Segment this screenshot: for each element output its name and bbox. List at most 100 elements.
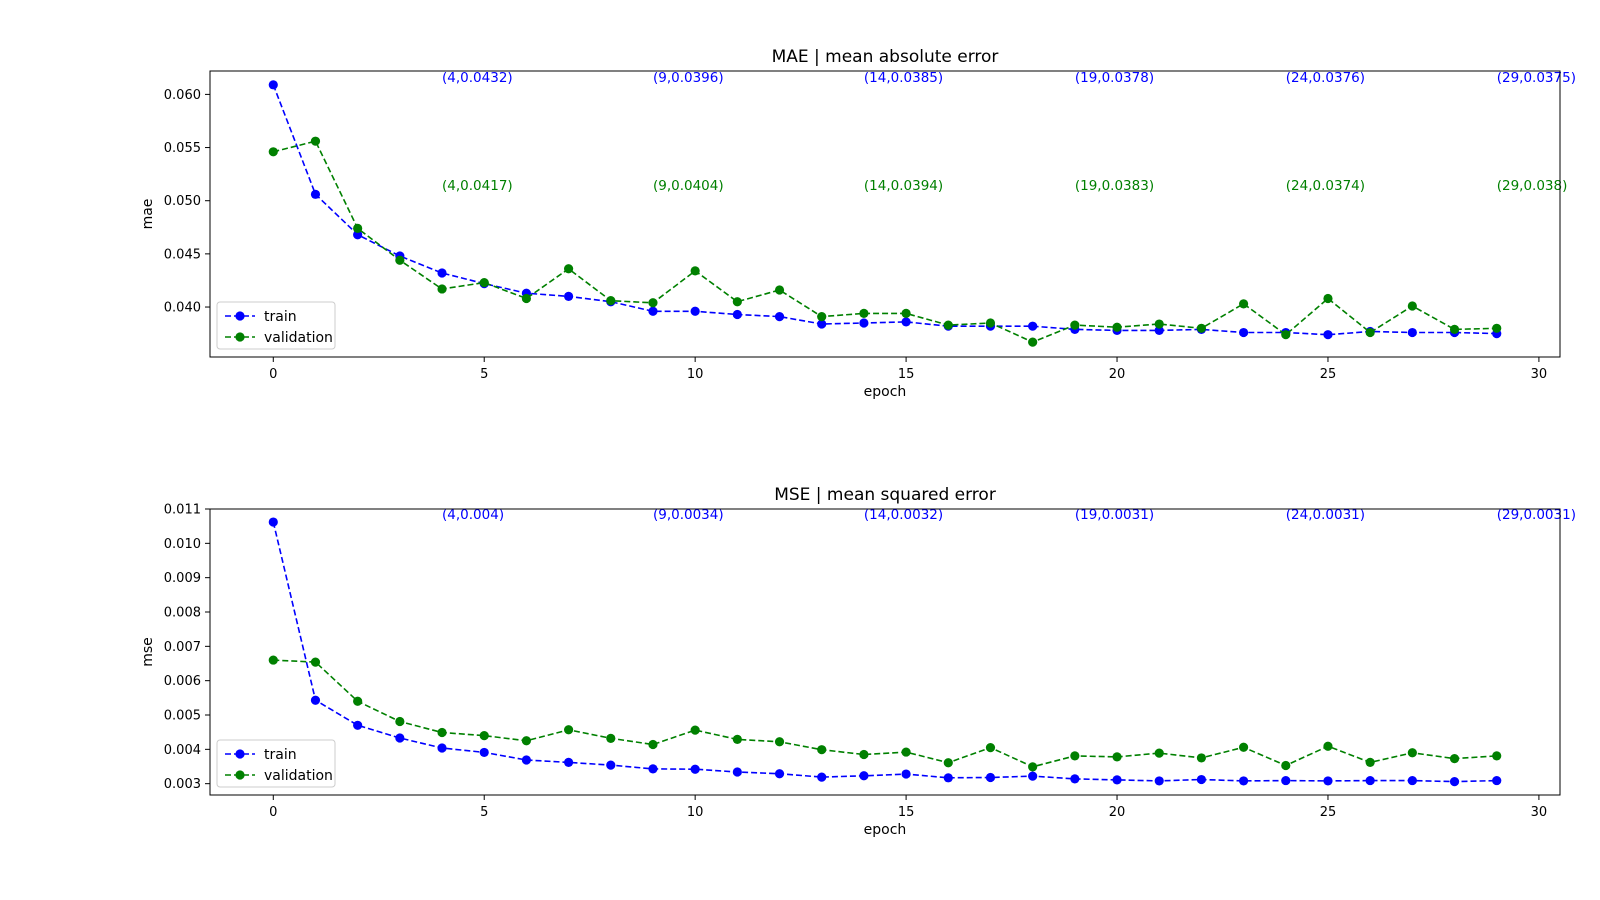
validation-point bbox=[310, 657, 321, 667]
validation-point bbox=[817, 311, 827, 322]
x-axis-label: epoch bbox=[864, 384, 907, 400]
validation-point bbox=[1281, 330, 1291, 340]
train-point bbox=[859, 771, 869, 781]
annotation-label: (24,0.0376) bbox=[1286, 70, 1365, 86]
train-point bbox=[774, 311, 785, 322]
train-point bbox=[563, 291, 574, 301]
validation-point bbox=[985, 743, 996, 753]
legend-train-label: train bbox=[264, 309, 297, 325]
y-tick-label: 0.045 bbox=[164, 247, 201, 262]
annotation-label: (29,0.0375) bbox=[1497, 70, 1576, 86]
y-axis-label: mse bbox=[140, 637, 156, 667]
validation-point bbox=[1449, 324, 1460, 334]
train-point bbox=[1196, 774, 1207, 785]
train-point bbox=[817, 319, 827, 329]
train-point bbox=[479, 747, 489, 758]
annotation-label: (29,0.0031) bbox=[1497, 507, 1576, 523]
validation-point bbox=[901, 308, 911, 319]
legend: train validation bbox=[216, 301, 336, 350]
train-point bbox=[1028, 321, 1038, 331]
x-tick-label: 10 bbox=[687, 367, 704, 382]
y-tick-label: 0.003 bbox=[164, 777, 201, 792]
validation-point bbox=[732, 297, 742, 307]
validation-point bbox=[774, 285, 785, 295]
validation-point bbox=[1112, 752, 1122, 762]
legend-train-marker bbox=[235, 749, 245, 759]
validation-point bbox=[985, 318, 996, 328]
train-point bbox=[606, 760, 616, 770]
y-axis-label: mae bbox=[140, 199, 156, 230]
train-point bbox=[817, 772, 827, 782]
y-tick-label: 0.008 bbox=[164, 606, 201, 621]
validation-point bbox=[479, 731, 489, 741]
validation-point bbox=[521, 293, 532, 304]
x-tick-label: 0 bbox=[269, 367, 277, 382]
validation-point bbox=[268, 655, 278, 665]
train-point bbox=[1323, 330, 1333, 340]
train-point bbox=[1238, 327, 1249, 338]
validation-point bbox=[1323, 741, 1333, 751]
train-point bbox=[732, 309, 742, 320]
train-point bbox=[1070, 774, 1080, 784]
legend-validation-marker bbox=[235, 770, 245, 780]
legend-train-marker bbox=[235, 311, 245, 321]
annotation-label: (19,0.0378) bbox=[1075, 70, 1154, 86]
x-tick-label: 10 bbox=[687, 805, 704, 820]
x-tick-label: 25 bbox=[1320, 805, 1337, 820]
validation-point bbox=[1449, 754, 1460, 764]
legend-train-label: train bbox=[264, 747, 297, 763]
y-tick-label: 0.004 bbox=[164, 743, 201, 758]
train-point bbox=[1365, 775, 1375, 786]
mse-chart: MSE | mean squared error epoch mse 0 5 10 1… bbox=[140, 485, 1576, 838]
validation-point bbox=[1365, 327, 1375, 338]
annotation-label: (19,0.0383) bbox=[1075, 178, 1154, 194]
validation-point bbox=[1028, 762, 1038, 772]
train-point bbox=[1323, 776, 1333, 786]
validation-point bbox=[943, 320, 953, 330]
validation-point bbox=[648, 739, 658, 750]
annotation-label: (9,0.0034) bbox=[653, 507, 724, 523]
annotation-label: (9,0.0404) bbox=[653, 178, 724, 194]
legend-validation-marker bbox=[235, 332, 245, 342]
validation-point bbox=[1070, 751, 1080, 761]
train-point bbox=[648, 764, 658, 774]
validation-point bbox=[395, 255, 405, 265]
train-point bbox=[353, 720, 363, 730]
annotation-label: (14,0.0394) bbox=[864, 178, 943, 194]
validation-point bbox=[1407, 301, 1417, 311]
validation-point bbox=[774, 737, 785, 747]
train-point bbox=[774, 769, 785, 779]
validation-point bbox=[268, 147, 278, 157]
validation-line bbox=[273, 659, 1497, 768]
train-line bbox=[272, 521, 1497, 783]
x-tick-label: 30 bbox=[1531, 805, 1548, 820]
train-point bbox=[690, 306, 700, 316]
y-tick-label: 0.006 bbox=[164, 674, 201, 689]
annotation-label: (4,0.0417) bbox=[442, 178, 513, 194]
annotation-label: (14,0.0385) bbox=[864, 70, 943, 86]
x-tick-label: 20 bbox=[1109, 367, 1126, 382]
x-tick-label: 15 bbox=[898, 805, 915, 820]
x-tick-label: 25 bbox=[1320, 367, 1337, 382]
train-point bbox=[1407, 775, 1417, 786]
validation-point bbox=[1028, 337, 1038, 347]
validation-point bbox=[1281, 760, 1291, 771]
chart-title: MAE | mean absolute error bbox=[772, 47, 999, 67]
validation-point bbox=[353, 696, 363, 706]
validation-point bbox=[943, 758, 953, 768]
validation-point bbox=[1070, 320, 1080, 330]
y-tick-label: 0.009 bbox=[164, 571, 201, 586]
legend: train validation bbox=[216, 739, 336, 788]
validation-point bbox=[606, 296, 616, 306]
validation-point bbox=[1154, 748, 1164, 758]
validation-point bbox=[1154, 319, 1164, 329]
annotation-label: (24,0.0374) bbox=[1286, 178, 1365, 194]
train-point bbox=[690, 764, 700, 774]
validation-point bbox=[1492, 751, 1502, 761]
validation-point bbox=[1112, 322, 1122, 332]
plot-frame bbox=[209, 508, 1561, 796]
plot-frame bbox=[209, 70, 1561, 358]
y-tick-label: 0.011 bbox=[164, 503, 201, 518]
validation-point bbox=[648, 298, 658, 308]
